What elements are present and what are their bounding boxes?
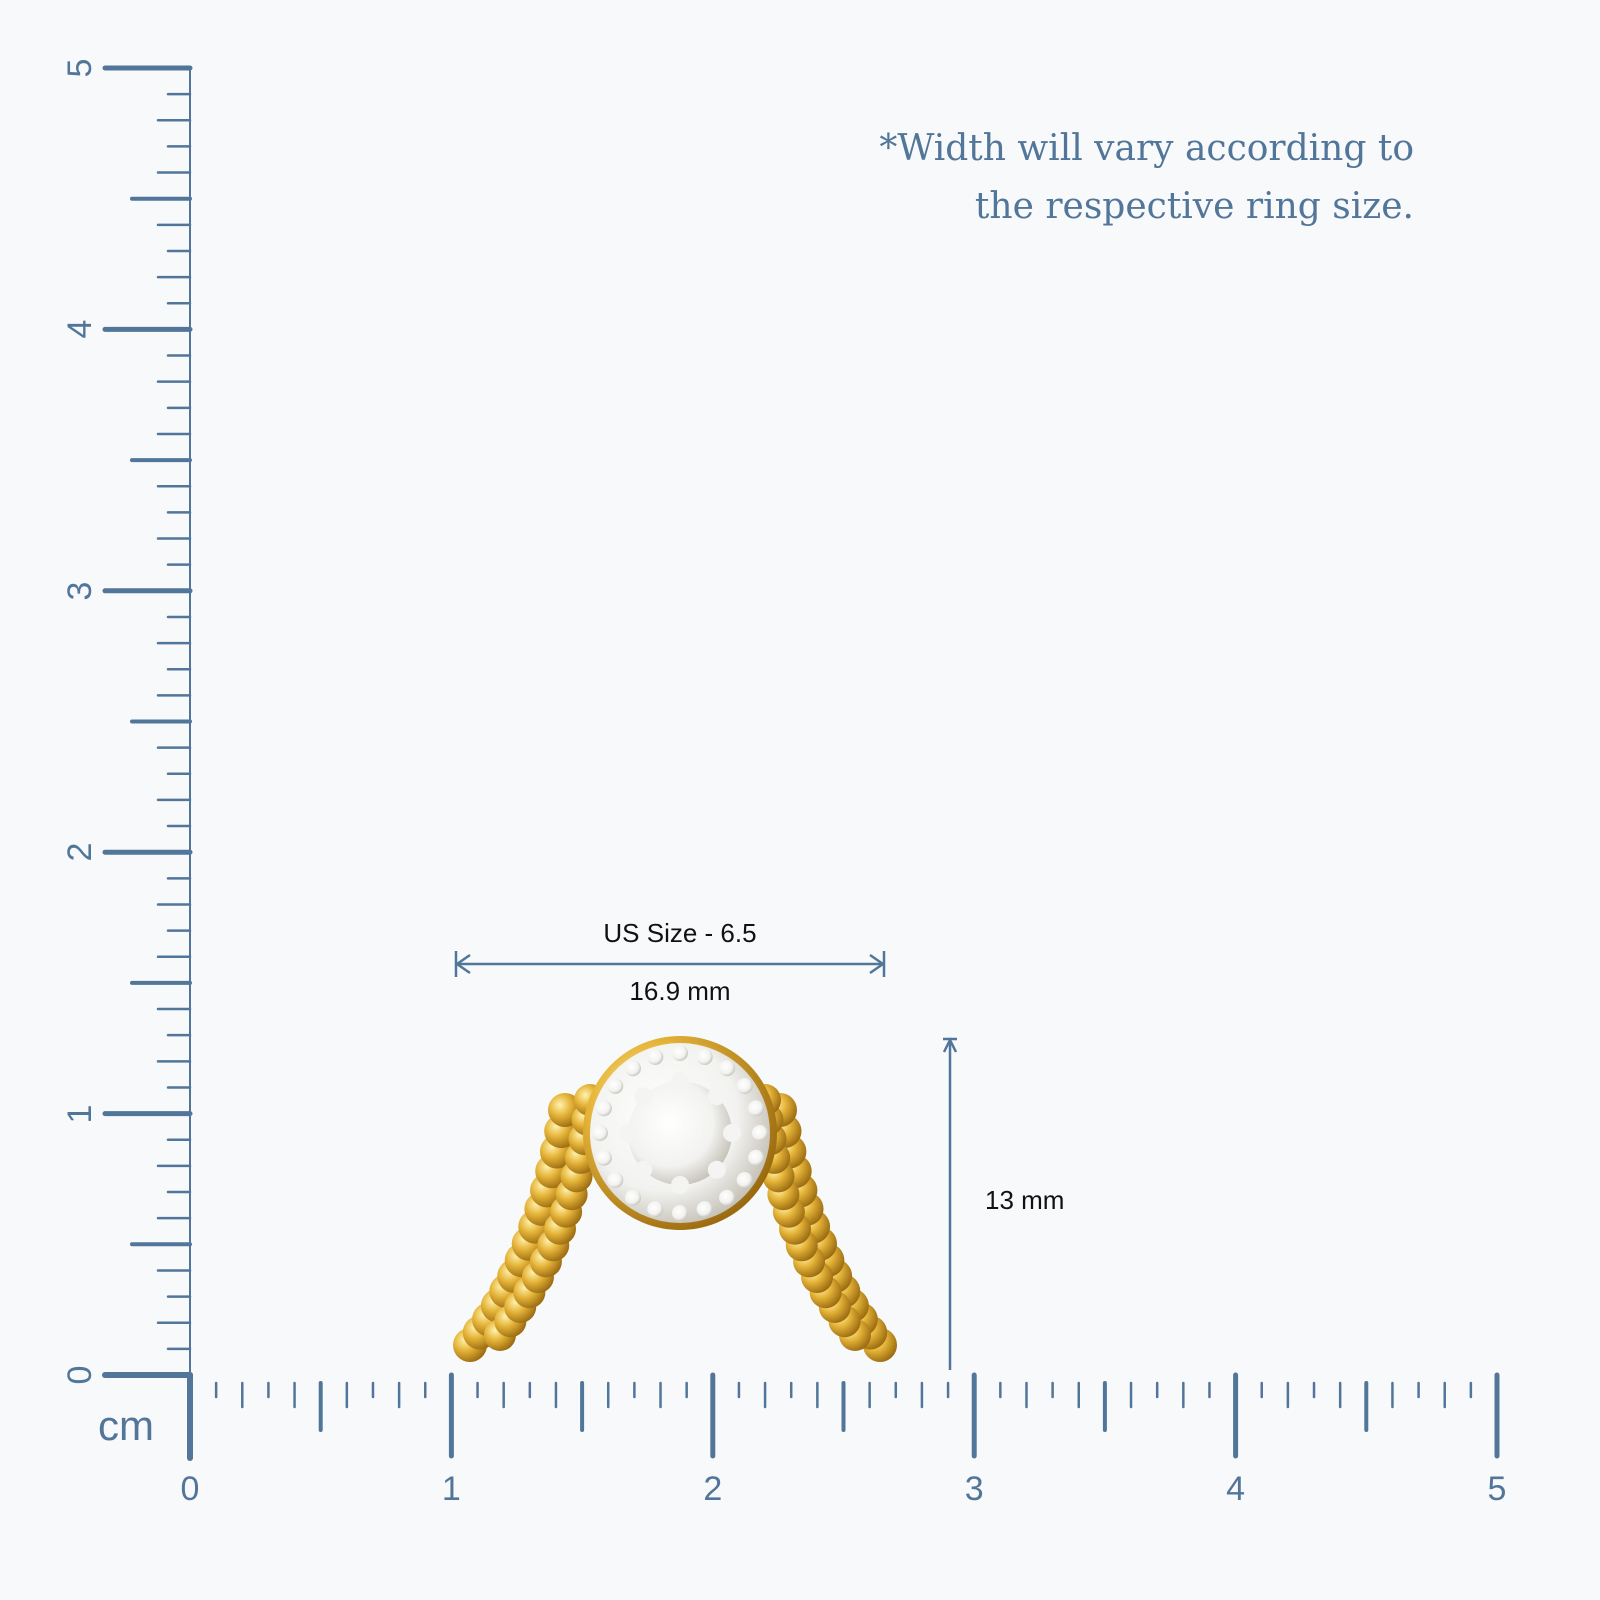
disclaimer-line-1: *Width will vary according to	[879, 128, 1414, 169]
ring-size-label: US Size - 6.5	[603, 918, 757, 948]
halo-diamond	[748, 1100, 765, 1117]
prong	[671, 1072, 689, 1090]
halo-diamond	[647, 1201, 664, 1218]
x-axis-label: 5	[1487, 1470, 1507, 1508]
halo-diamond	[696, 1048, 713, 1065]
ruler-ticks	[102, 65, 1500, 1461]
halo-diamond	[672, 1205, 688, 1221]
prong	[634, 1160, 653, 1179]
y-axis-label: 3	[61, 581, 99, 601]
y-axis-label: 0	[61, 1365, 99, 1385]
center-diamond	[628, 1081, 732, 1185]
ring-image	[453, 1036, 897, 1362]
height-dimension-arrow	[942, 1037, 958, 1370]
unit-label: cm	[98, 1402, 154, 1449]
width-disclaimer: *Width will vary according to the respec…	[879, 120, 1414, 236]
halo-diamond	[624, 1189, 641, 1206]
x-axis-label: 0	[180, 1470, 200, 1508]
y-axis-label: 1	[61, 1104, 99, 1124]
prong	[707, 1160, 726, 1179]
halo-diamond	[696, 1201, 713, 1218]
halo-diamond	[647, 1048, 664, 1065]
halo-diamond	[607, 1077, 624, 1094]
halo-diamond	[736, 1077, 753, 1094]
halo-diamond	[736, 1172, 753, 1189]
halo-diamond	[748, 1149, 765, 1166]
width-dimension-arrow	[454, 951, 886, 977]
prong	[707, 1087, 726, 1106]
halo-diamond	[607, 1172, 624, 1189]
width-label: 16.9 mm	[629, 976, 731, 1006]
prong	[619, 1124, 637, 1142]
disclaimer-line-2: the respective ring size.	[974, 186, 1414, 227]
x-axis-label: 3	[964, 1470, 984, 1508]
x-axis-label: 2	[703, 1470, 723, 1508]
x-axis-label: 1	[441, 1470, 461, 1508]
halo-diamond	[595, 1100, 612, 1117]
halo-diamond	[595, 1149, 612, 1166]
y-axis-label: 5	[61, 58, 99, 78]
halo-diamond	[719, 1189, 736, 1206]
halo-diamond	[719, 1060, 736, 1077]
y-axis-label: 4	[61, 319, 99, 339]
height-label: 13 mm	[985, 1185, 1065, 1215]
x-axis-label: 4	[1226, 1470, 1246, 1508]
halo-diamond	[672, 1045, 688, 1061]
halo-diamond	[592, 1125, 608, 1141]
halo-diamond	[624, 1060, 641, 1077]
prong	[634, 1087, 653, 1106]
y-axis-label: 2	[61, 842, 99, 862]
halo-diamond	[752, 1125, 768, 1141]
prong	[671, 1176, 689, 1194]
prong	[723, 1124, 741, 1142]
